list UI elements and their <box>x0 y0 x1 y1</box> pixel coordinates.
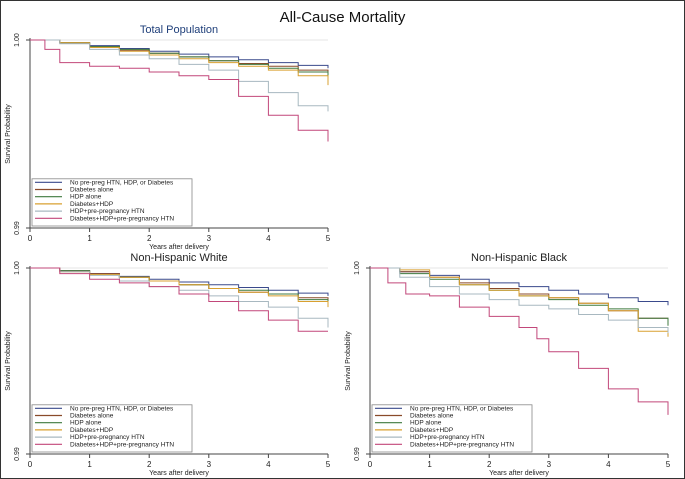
series-line-5 <box>370 267 669 334</box>
chart-panel-3: Non-Hispanic Black 0 1 2 3 4 5 0.99 1.00 Years af… <box>345 252 671 477</box>
x-tick-label: 0 <box>28 460 33 469</box>
x-tick-label: 5 <box>666 460 671 469</box>
panel-title: Non-Hispanic White <box>130 252 227 264</box>
x-tick-label: 0 <box>28 234 33 243</box>
series-line-5 <box>30 267 329 328</box>
x-tick-label: 5 <box>326 234 331 243</box>
x-axis-title: Years after delivery <box>489 470 549 477</box>
legend-label: Diabetes alone <box>70 187 114 194</box>
x-tick-label: 3 <box>207 460 212 469</box>
legend-label: No pre-preg HTN, HDP, or Diabetes <box>410 405 514 412</box>
legend-label: Diabetes alone <box>410 413 454 420</box>
legend-label: Diabetes+HDP <box>70 427 113 434</box>
y-axis-title: Survival Probability <box>5 104 12 164</box>
panel-title: Total Population <box>140 24 218 36</box>
panel-title: Non-Hispanic Black <box>471 252 567 264</box>
x-tick-label: 1 <box>87 460 92 469</box>
x-tick-label: 1 <box>87 234 92 243</box>
x-tick-label: 4 <box>266 234 271 243</box>
legend-label: Diabetes+HDP <box>70 201 113 208</box>
legend-label: HDP+pre-pregnancy HTN <box>410 434 485 441</box>
y-tick-label: 0.99 <box>14 447 21 461</box>
x-tick-label: 3 <box>547 460 552 469</box>
y-tick-label: 1.00 <box>14 261 21 275</box>
y-axis-title: Survival Probability <box>5 331 12 391</box>
chart-panel-2: Non-Hispanic White 0 1 2 3 4 5 0.99 1.00 Years af… <box>5 252 331 477</box>
legend-label: Diabetes+HDP+pre-pregnancy HTN <box>70 441 174 448</box>
series-line-6 <box>30 267 328 332</box>
series-line-6 <box>30 39 329 142</box>
legend-label: No pre-preg HTN, HDP, or Diabetes <box>70 405 174 412</box>
x-tick-label: 4 <box>266 460 271 469</box>
x-tick-label: 2 <box>487 460 492 469</box>
legend-label: Diabetes+HDP <box>410 427 453 434</box>
x-tick-label: 3 <box>207 234 212 243</box>
y-axis-title: Survival Probability <box>345 331 352 391</box>
x-axis-title: Years after delivery <box>149 244 209 251</box>
legend-label: Diabetes+HDP+pre-pregnancy HTN <box>410 441 514 448</box>
legend-label: Diabetes alone <box>70 413 114 420</box>
legend-label: HDP alone <box>70 420 102 427</box>
series-line-5 <box>30 39 329 112</box>
x-tick-label: 4 <box>606 460 611 469</box>
legend-label: HDP alone <box>70 194 102 201</box>
legend-label: No pre-preg HTN, HDP, or Diabetes <box>70 179 174 186</box>
legend-label: Diabetes+HDP+pre-pregnancy HTN <box>70 215 174 222</box>
x-tick-label: 2 <box>147 460 152 469</box>
legend-label: HDP alone <box>410 420 442 427</box>
x-tick-label: 5 <box>326 460 331 469</box>
y-tick-label: 1.00 <box>14 33 21 47</box>
legend-label: HDP+pre-pregnancy HTN <box>70 208 145 215</box>
series-line-6 <box>370 267 669 415</box>
y-tick-label: 0.99 <box>14 221 21 235</box>
legend-label: HDP+pre-pregnancy HTN <box>70 434 145 441</box>
x-tick-label: 2 <box>147 234 152 243</box>
figure-title: All-Cause Mortality <box>279 9 406 26</box>
x-tick-label: 0 <box>368 460 373 469</box>
series-line-4 <box>370 267 669 337</box>
y-tick-label: 1.00 <box>354 261 361 275</box>
x-axis-title: Years after delivery <box>149 470 209 477</box>
y-tick-label: 0.99 <box>354 447 361 461</box>
x-tick-label: 1 <box>427 460 432 469</box>
chart-panel-1: Total Population 0 1 2 3 4 5 0.99 1.00 Years afte… <box>5 24 331 251</box>
